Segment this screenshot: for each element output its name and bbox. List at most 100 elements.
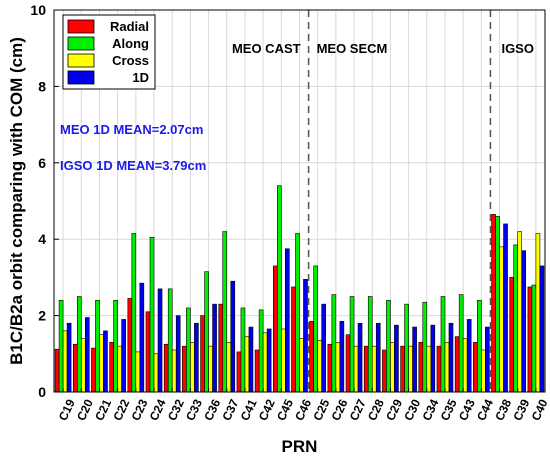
bar-1d-c32 <box>175 315 181 393</box>
bar-1d-c30 <box>412 326 417 393</box>
legend-swatch-cross <box>67 53 95 68</box>
bar-cross-c41 <box>244 336 250 393</box>
bar-radial-c44 <box>473 342 478 393</box>
bar-cross-c39 <box>517 231 523 393</box>
x-tick-label: C42 <box>256 397 278 423</box>
bar-cross-c26 <box>335 342 341 393</box>
bar-1d-c24 <box>157 288 163 393</box>
bar-1d-c25 <box>321 303 326 393</box>
bar-along-c44 <box>477 300 482 393</box>
bar-1d-c39 <box>521 250 527 393</box>
bar-1d-c35 <box>448 322 454 393</box>
bar-radial-c41 <box>236 351 242 393</box>
bar-along-c40 <box>531 284 537 393</box>
bar-cross-c32 <box>171 349 177 393</box>
x-tick-label: C19 <box>56 397 78 423</box>
bar-radial-c39 <box>509 277 515 393</box>
bar-radial-c27 <box>345 334 351 393</box>
bar-cross-c21 <box>99 334 104 393</box>
y-tick-label: 6 <box>38 155 46 171</box>
bar-1d-c29 <box>394 324 399 393</box>
bar-cross-c20 <box>80 338 86 393</box>
bar-radial-c43 <box>454 336 460 393</box>
bar-radial-c24 <box>145 311 151 393</box>
bar-radial-c40 <box>527 286 533 393</box>
bar-1d-c28 <box>375 322 381 393</box>
bar-1d-c26 <box>339 321 345 393</box>
bar-along-c25 <box>313 265 318 393</box>
x-tick-label: C39 <box>510 397 532 423</box>
x-tick-label: C25 <box>310 397 332 423</box>
bar-along-c27 <box>349 296 355 393</box>
bar-radial-c23 <box>127 298 133 393</box>
bar-radial-c38 <box>491 214 496 393</box>
x-tick-label: C43 <box>456 397 478 423</box>
bar-along-c45 <box>277 185 282 393</box>
bar-cross-c45 <box>281 328 286 393</box>
bar-along-c42 <box>258 309 264 393</box>
bar-1d-c22 <box>121 319 126 393</box>
x-tick-label: C22 <box>110 397 132 423</box>
legend-swatch-along <box>67 36 95 51</box>
legend-swatch-1d <box>67 70 95 85</box>
bar-radial-c22 <box>109 342 114 393</box>
x-tick-label: C26 <box>329 397 351 423</box>
y-tick-label: 10 <box>30 2 46 18</box>
bar-cross-c35 <box>444 342 450 393</box>
bar-1d-c23 <box>139 282 145 393</box>
legend: Radial Along Cross 1D <box>62 14 156 90</box>
bar-radial-c30 <box>400 345 405 393</box>
bar-along-c23 <box>131 233 137 393</box>
bar-1d-c33 <box>194 322 199 393</box>
bar-cross-c44 <box>481 349 486 393</box>
annotations: MEO 1D MEAN=2.07cm IGSO 1D MEAN=3.79cm <box>60 122 206 173</box>
x-tick-label: C29 <box>383 397 405 423</box>
bar-along-c22 <box>113 300 118 393</box>
bar-radial-c36 <box>200 315 205 393</box>
x-tick-label: C40 <box>529 397 550 423</box>
y-tick-label: 4 <box>38 231 46 247</box>
bar-along-c24 <box>149 236 155 393</box>
x-tick-label: C44 <box>474 397 496 423</box>
bar-along-c38 <box>495 215 500 393</box>
bar-cross-c34 <box>426 345 432 393</box>
y-axis-ticks: 0 2 4 6 8 10 <box>30 2 59 400</box>
y-axis-label: B1C/B2a orbit comparing with COM (cm) <box>7 37 26 365</box>
bar-1d-c41 <box>248 326 254 393</box>
bar-1d-c36 <box>212 303 217 393</box>
x-tick-label: C28 <box>365 397 387 423</box>
bar-along-c32 <box>167 288 173 393</box>
bar-along-c35 <box>440 296 446 393</box>
x-tick-label: C34 <box>419 397 441 423</box>
bar-radial-c46 <box>291 286 296 393</box>
bar-cross-c22 <box>117 345 122 393</box>
bar-along-c21 <box>95 300 100 393</box>
legend-label-cross: Cross <box>112 53 149 68</box>
bar-cross-c46 <box>299 338 304 393</box>
region-dividers <box>307 10 492 392</box>
x-tick-label: C41 <box>238 397 260 423</box>
bar-radial-c32 <box>163 343 169 393</box>
bar-1d-c27 <box>357 322 363 393</box>
bar-along-c33 <box>186 307 191 393</box>
bar-cross-c33 <box>190 342 195 393</box>
x-tick-label: C46 <box>292 397 314 423</box>
x-tick-label: C20 <box>74 397 96 423</box>
legend-swatch-radial <box>67 19 95 34</box>
bar-radial-c20 <box>72 343 78 393</box>
bar-cross-c42 <box>262 332 268 393</box>
legend-label-1d: 1D <box>132 70 149 85</box>
bar-cross-c25 <box>317 340 322 393</box>
x-tick-label: C23 <box>129 397 151 423</box>
bar-cross-c37 <box>226 342 232 393</box>
bar-cross-c28 <box>371 345 377 393</box>
x-tick-label: C33 <box>183 397 205 423</box>
bar-1d-c19 <box>66 322 72 393</box>
bar-1d-c45 <box>285 248 290 393</box>
region-labels: MEO CAST MEO SECM IGSO <box>232 41 534 56</box>
bar-along-c30 <box>404 303 409 393</box>
bar-1d-c38 <box>503 223 508 393</box>
bar-1d-c37 <box>230 280 236 393</box>
x-tick-label: C30 <box>401 397 423 423</box>
bar-cross-c30 <box>408 345 413 393</box>
